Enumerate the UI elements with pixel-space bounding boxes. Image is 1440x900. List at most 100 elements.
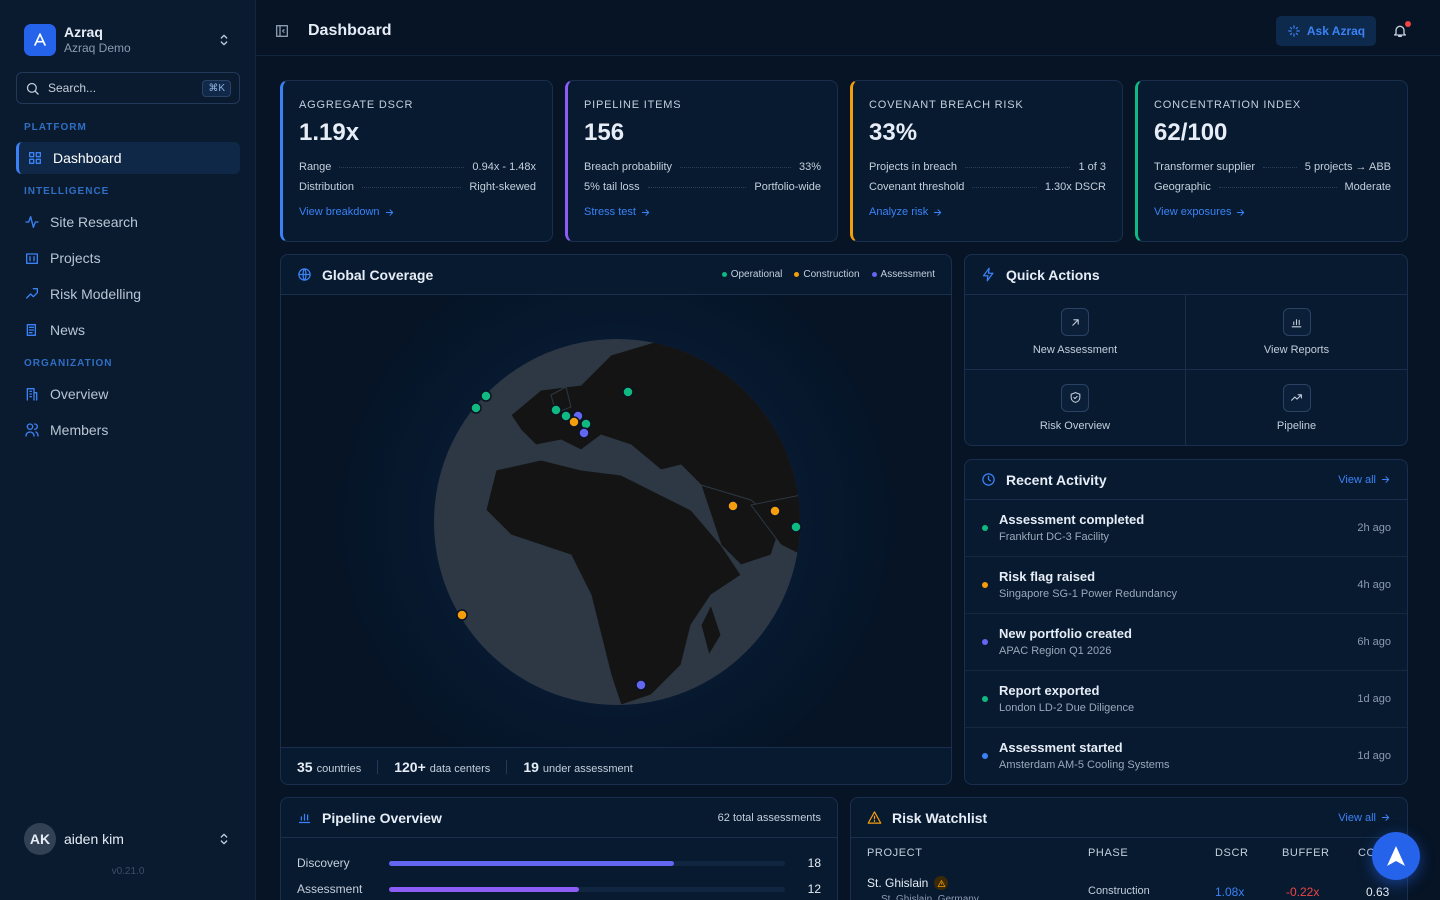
nav-item[interactable]: Dashboard: [16, 142, 240, 174]
activity-item: New portfolio created APAC Region Q1 2026…: [965, 614, 1407, 671]
card-title: Risk Watchlist: [892, 809, 988, 826]
quick-action[interactable]: View Reports: [1186, 295, 1407, 370]
pipeline-bar: [389, 887, 580, 892]
leader: [972, 186, 1037, 188]
icon: [982, 473, 995, 486]
legend-swatch: [794, 272, 800, 277]
stat-value: 120+: [394, 758, 426, 775]
nav-label: Members: [50, 422, 109, 438]
card-title: Recent Activity: [1006, 471, 1107, 488]
fab-icon: [1387, 846, 1405, 866]
kpi-card: AGGREGATE DSCR 1.19x Range 0.94x - 1.48x Dis…: [280, 80, 553, 242]
activity-time: 4h ago: [1357, 579, 1391, 591]
kpi-row: Breach probability 33%: [584, 157, 821, 177]
kpi-card: CONCENTRATION INDEX 62/100 Transformer sup…: [1135, 80, 1408, 242]
activity-title: Assessment started: [999, 740, 1123, 755]
warning-badge: [934, 876, 949, 890]
activity-item: Risk flag raised Singapore SG-1 Power Red…: [965, 557, 1407, 614]
icon: [26, 388, 38, 401]
icon: [298, 268, 311, 281]
action-icon: [1282, 308, 1311, 336]
view-all[interactable]: View all: [1338, 474, 1391, 486]
pipeline-count: 18: [807, 856, 821, 870]
kpi-row-value: 5 projects → ABB: [1304, 161, 1391, 173]
quick-action[interactable]: Pipeline: [1186, 370, 1407, 445]
stat-value: 19: [523, 758, 539, 775]
icon: [1291, 318, 1302, 327]
ask-button[interactable]: Ask Azraq: [1276, 16, 1376, 46]
notifications[interactable]: [1392, 23, 1408, 39]
icon: [867, 811, 882, 824]
icon: [1381, 814, 1390, 821]
stat: 120+ data centers: [394, 759, 490, 775]
quick-action[interactable]: New Assessment: [965, 295, 1186, 370]
pipeline-card: Pipeline Overview 62 total assessments Dis…: [280, 797, 838, 900]
stat-label: data centers: [429, 762, 491, 775]
legend-item: Operational: [721, 269, 782, 280]
pipeline-bar: [389, 861, 675, 866]
status-dot: [982, 582, 988, 588]
kpi-row-value: Moderate: [1344, 181, 1391, 193]
phase-cell: Construction: [1088, 885, 1150, 897]
nav-item[interactable]: Members: [16, 414, 240, 446]
kpi-row-label: Geographic: [1154, 181, 1211, 193]
kpi-card: COVENANT BREACH RISK 33% Projects in breac…: [850, 80, 1123, 242]
view-all[interactable]: View all: [1338, 812, 1391, 824]
kpi-row-value: Portfolio-wide: [754, 181, 821, 193]
search-box[interactable]: Search... ⌘K: [16, 72, 240, 104]
stat: 35 countries: [297, 759, 361, 775]
search-placeholder: Search...: [48, 81, 97, 95]
pipeline-stage: Discovery: [297, 856, 350, 870]
header: Dashboard Ask Azraq: [256, 0, 1440, 56]
icon: [26, 253, 38, 264]
coverage-footer: 35 countries 120+ data centers 19 under asses…: [281, 747, 951, 784]
column-header: PHASE: [1088, 847, 1129, 859]
icon: [25, 216, 39, 228]
nav-label: News: [50, 322, 86, 338]
nav-item[interactable]: Risk Modelling: [16, 278, 240, 310]
icon: [1070, 392, 1080, 403]
stat-value: 35: [297, 758, 313, 775]
user-menu[interactable]: [216, 831, 232, 847]
nav-item[interactable]: Site Research: [16, 206, 240, 238]
kpi-link[interactable]: Analyze risk: [869, 206, 1106, 218]
org-switcher[interactable]: [216, 32, 232, 48]
sidebar-toggle[interactable]: [274, 23, 290, 39]
icon: [934, 208, 942, 216]
view-all-label: View all: [1338, 473, 1376, 486]
kpi-row-value: 33%: [798, 161, 821, 173]
kpi-link[interactable]: View breakdown: [299, 206, 536, 218]
buffer-cell: -0.22x: [1286, 885, 1320, 899]
nav-label: Projects: [50, 250, 101, 266]
dscr-cell: 1.08x: [1215, 885, 1245, 899]
assistant-fab[interactable]: [1372, 832, 1420, 880]
page-title: Dashboard: [308, 22, 392, 39]
icon: [1291, 394, 1302, 401]
ask-label: Ask Azraq: [1306, 24, 1366, 38]
kpi-link[interactable]: View exposures: [1154, 206, 1391, 218]
leader: [362, 186, 462, 188]
section-label: PLATFORM: [24, 122, 87, 133]
activity-subtitle: Amsterdam AM-5 Cooling Systems: [999, 759, 1170, 771]
legend-item: Construction: [794, 269, 860, 280]
leader: [339, 166, 465, 168]
project-cell: St. Ghislain: [867, 876, 949, 890]
nav-label: Overview: [50, 386, 109, 402]
icon: [1288, 25, 1300, 37]
icon: [1381, 476, 1390, 483]
activity-time: 1d ago: [1357, 750, 1391, 762]
quick-action[interactable]: Risk Overview: [965, 370, 1186, 445]
nav-item[interactable]: News: [16, 314, 240, 346]
column-header: DSCR: [1215, 847, 1249, 859]
kpi-row-value: 1 of 3: [1078, 161, 1106, 173]
icon: [34, 33, 46, 46]
icon: [641, 208, 650, 216]
icon: [26, 288, 38, 299]
nav-item[interactable]: Projects: [16, 242, 240, 274]
kpi-link[interactable]: Stress test: [584, 206, 821, 218]
icon: [298, 813, 311, 824]
nav-item[interactable]: Overview: [16, 378, 240, 410]
activity-subtitle: London LD-2 Due Diligence: [999, 702, 1135, 714]
activity-time: 6h ago: [1357, 636, 1391, 648]
user-name: aiden kim: [64, 831, 124, 847]
